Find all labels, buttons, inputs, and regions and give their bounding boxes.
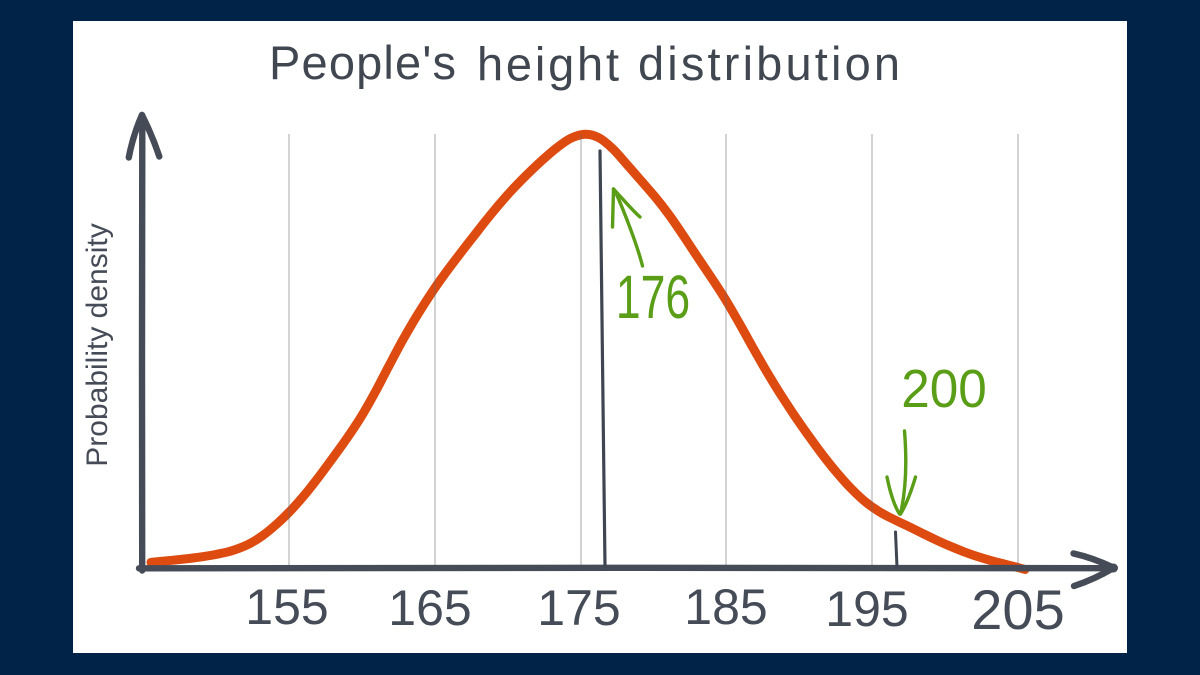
svg-text:175: 175 bbox=[537, 580, 620, 636]
svg-text:155: 155 bbox=[245, 579, 328, 635]
svg-text:185: 185 bbox=[684, 579, 767, 635]
svg-text:Probability density: Probability density bbox=[81, 223, 114, 466]
svg-text:205: 205 bbox=[971, 578, 1064, 641]
svg-text:200: 200 bbox=[901, 359, 987, 419]
svg-text:height: height bbox=[477, 38, 619, 91]
svg-text:165: 165 bbox=[388, 580, 471, 636]
svg-text:195: 195 bbox=[825, 581, 908, 637]
svg-text:distribution: distribution bbox=[638, 37, 900, 90]
svg-text:176: 176 bbox=[616, 264, 690, 331]
svg-text:People's: People's bbox=[269, 36, 456, 89]
